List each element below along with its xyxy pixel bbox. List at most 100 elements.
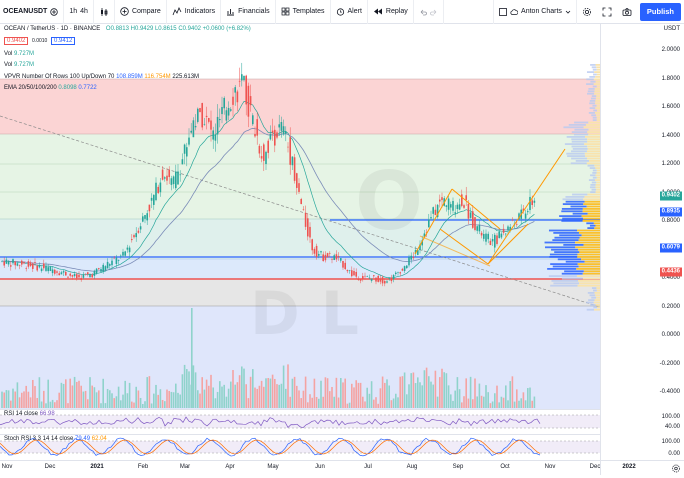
alarm-clock-icon: [336, 8, 344, 16]
vol-value-2: 9.727M: [14, 62, 35, 68]
time-label: Dec: [589, 464, 601, 470]
price-tag[interactable]: 0.6079: [659, 243, 682, 253]
price-tag[interactable]: 0.9402: [659, 191, 682, 201]
time-label: Sep: [452, 464, 464, 470]
chart-canvas[interactable]: O D L: [0, 24, 600, 460]
price-label: -0.2000: [659, 360, 680, 367]
plus-circle-icon: [120, 7, 129, 16]
legend-vol2: Vol 9.727M: [4, 62, 34, 68]
ask-price[interactable]: 0.9412: [51, 37, 76, 45]
vol-value: 9.727M: [14, 51, 35, 57]
vol-label: Vol: [4, 51, 13, 57]
price-tag[interactable]: 0.4436: [659, 267, 682, 277]
replay-icon: [373, 8, 382, 15]
indicators-button[interactable]: Indicators: [167, 0, 222, 24]
legend-ema: EMA 20/50/100/200 0.8098 0.7722: [4, 85, 97, 91]
indicators-label: Indicators: [184, 8, 216, 15]
zone-borders: [0, 78, 600, 307]
undo-redo[interactable]: [414, 0, 444, 24]
vpvr-up: 108.859M: [116, 74, 143, 80]
redo-icon[interactable]: [429, 8, 438, 16]
zone-green: [0, 134, 600, 219]
time-label: Dec: [44, 464, 56, 470]
templates-icon: [281, 7, 289, 16]
replay-label: Replay: [385, 8, 408, 15]
vpvr-down: 116.754M: [144, 74, 171, 80]
rsi-axis-40: 40.00: [664, 424, 680, 430]
vpvr-label: VPVR Number Of Rows 100 Up/Down 70: [4, 74, 115, 80]
rsi-pane[interactable]: RSI 14 close 66.98: [0, 409, 600, 434]
stoch-legend: Stoch RSI 3 3 14 14 close 79.49 62.04: [4, 436, 107, 442]
stoch-rsi-pane[interactable]: Stoch RSI 3 3 14 14 close 79.49 62.04: [0, 434, 600, 460]
time-label: Apr: [225, 464, 235, 470]
ema-50-line: [1, 127, 535, 272]
alert-label: Alert: [347, 8, 362, 15]
price-label: 0.0000: [661, 332, 680, 338]
time-label: May: [267, 464, 279, 470]
snapshot-button[interactable]: [617, 0, 637, 24]
price-tag[interactable]: 0.8935: [659, 207, 682, 217]
interval-4h[interactable]: 4h: [80, 8, 88, 15]
price-label: -0.4000: [659, 389, 680, 395]
templates-button[interactable]: Templates: [276, 0, 331, 24]
zone-blue: [0, 306, 600, 409]
currency-label[interactable]: USDT: [663, 26, 680, 32]
ema-value-1: 0.8098: [58, 85, 77, 91]
financials-label: Financials: [238, 8, 270, 15]
pattern-drawing[interactable]: [414, 148, 566, 267]
spread-value: 0.0010: [32, 38, 48, 44]
alert-button[interactable]: Alert: [331, 0, 368, 24]
publish-button[interactable]: Publish: [639, 2, 681, 21]
price-scale[interactable]: USDT 2.00001.80001.60001.40001.20001.000…: [600, 24, 684, 460]
add-symbol-icon[interactable]: [50, 7, 59, 16]
settings-gear-small: [672, 464, 680, 473]
vol-label-2: Vol: [4, 62, 13, 68]
zone-lightblue: [0, 259, 600, 279]
templates-label: Templates: [292, 8, 325, 15]
time-label: Nov: [544, 464, 556, 470]
rsi-legend: RSI 14 close 66.98: [4, 411, 55, 417]
price-label: 1.4000: [661, 132, 680, 139]
camera-icon: [622, 7, 632, 16]
checkbox-icon[interactable]: [499, 7, 507, 16]
interval-selector[interactable]: 1h 4h: [64, 0, 94, 24]
chart-pane[interactable]: O D L OCEAN / TetherUS · 1D · BINA: [0, 24, 600, 460]
time-label: 2022: [622, 464, 636, 470]
volume-profile: [544, 64, 600, 311]
time-label: 2021: [90, 464, 104, 470]
zone-red: [0, 79, 600, 134]
time-label: Jun: [315, 464, 325, 470]
top-toolbar: OCEANUSDT 1h 4h Compare Indicators Finan…: [0, 0, 684, 24]
time-axis-corner[interactable]: 2022: [600, 460, 684, 475]
stoch-chart: [0, 437, 600, 457]
time-axis[interactable]: Nov Dec 2021 Feb Mar Apr May Jun Jul Aug Sep Oct Nov…: [0, 460, 600, 475]
price-label: 0.4000: [661, 275, 680, 281]
compare-label: Compare: [131, 8, 161, 15]
watermark: O: [355, 155, 423, 248]
bid-price[interactable]: 0.9402: [4, 37, 29, 45]
stoch-axis-100: 100.00: [661, 439, 680, 445]
time-label: Mar: [179, 464, 191, 470]
time-label: Jul: [364, 464, 372, 470]
legend-title: OCEAN / TetherUS · 1D · BINANCE O0.8813 …: [4, 26, 251, 32]
replay-button[interactable]: Replay: [368, 0, 414, 24]
legend-vol1: Vol 9.727M: [4, 51, 34, 57]
fullscreen-button[interactable]: [597, 0, 617, 24]
settings-button[interactable]: [577, 0, 597, 24]
layout-name[interactable]: Anton Charts: [493, 0, 577, 24]
gear-icon: [582, 7, 591, 16]
time-label: Oct: [500, 464, 510, 470]
legend-vpvr: VPVR Number Of Rows 100 Up/Down 70 108.8…: [4, 74, 199, 80]
undo-icon[interactable]: [419, 8, 427, 16]
compare-button[interactable]: Compare: [115, 0, 167, 24]
chart-type-button[interactable]: [94, 0, 115, 24]
price-label: 1.8000: [661, 75, 680, 82]
axis-gear-icon: [672, 464, 680, 473]
symbol-search[interactable]: OCEANUSDT: [0, 0, 65, 24]
financials-button[interactable]: Financials: [221, 0, 276, 24]
volume-bars: [1, 308, 536, 408]
legend-symbol[interactable]: OCEAN / TetherUS · 1D · BINANCE: [4, 26, 101, 32]
vpvr-total: 225.613M: [172, 74, 200, 80]
interval-1h[interactable]: 1h: [69, 8, 78, 15]
time-label: Aug: [406, 464, 418, 470]
